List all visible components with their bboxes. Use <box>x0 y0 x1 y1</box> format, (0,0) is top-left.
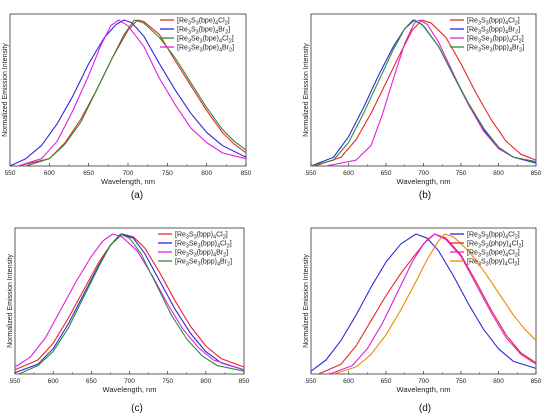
x-tick-label: 850 <box>241 170 252 177</box>
legend-entry: [Re3Se3(bpe)4Cl2] <box>177 36 234 45</box>
x-tick-label: 750 <box>456 378 467 385</box>
panel-label: (d) <box>419 403 431 414</box>
x-tick-label: 800 <box>201 170 212 177</box>
legend-entry: [Re3Se3(bpe)4Br2] <box>177 45 234 54</box>
chart-panel-2: 550 600 650 700 750 800 850 Wavelength, nm Norma… <box>303 13 542 201</box>
x-axis-label: Wavelength, nm <box>397 177 451 186</box>
series-line <box>25 19 247 167</box>
x-tick-label: 750 <box>162 378 173 385</box>
legend-entry: [Re3S3(bpe)4Cl2] <box>467 250 520 259</box>
panel-label: (a) <box>131 190 143 201</box>
series-line <box>329 233 537 375</box>
series-line <box>333 233 537 375</box>
series-line <box>9 19 247 167</box>
x-tick-label: 700 <box>124 378 135 385</box>
legend-entry: [Re3S3(bpy)4Cl2] <box>467 259 519 268</box>
series-line <box>310 19 537 167</box>
x-tick-label: 550 <box>10 378 21 385</box>
legend-entry: [Re3S3(bpe)4Br2] <box>177 27 230 36</box>
legend-entry: [Re3S3(bpe)4Cl2] <box>177 18 230 27</box>
x-tick-label: 700 <box>123 170 134 177</box>
x-tick-label: 850 <box>531 378 542 385</box>
x-tick-label: 600 <box>44 170 55 177</box>
legend-entry: [Re3Se3(bpp)4Cl2] <box>175 241 232 250</box>
x-tick-label: 550 <box>306 378 317 385</box>
series-line <box>17 19 247 167</box>
series-line <box>14 233 245 371</box>
series-line <box>14 233 245 374</box>
x-tick-label: 600 <box>48 378 59 385</box>
x-tick-label: 700 <box>418 170 429 177</box>
chart-panel-1: 550 600 650 700 750 800 850 Wavelength, nm Norma… <box>2 13 252 201</box>
legend-entry: [Re3S3(bpp)4Cl2] <box>467 18 520 27</box>
x-tick-label: 750 <box>456 170 467 177</box>
legend-entry: [Re3S3(bpp)4Br2] <box>467 27 520 36</box>
x-tick-label: 600 <box>343 170 354 177</box>
series-line <box>310 233 537 372</box>
x-tick-label: 550 <box>306 170 317 177</box>
x-tick-label: 650 <box>381 378 392 385</box>
y-axis-label: Normalized Emission Intensity <box>2 43 9 137</box>
y-axis-label: Normalized Emission Intensity <box>303 43 310 137</box>
y-axis-label: Normalized Emission Intensity <box>7 254 14 348</box>
series-line <box>325 19 537 167</box>
legend-entry: [Re3Se3(bpp)4Cl2] <box>467 36 524 45</box>
series-line <box>314 19 537 167</box>
series-line <box>18 233 245 375</box>
legend-entry: [Re3S3(phpy)4Cl2] <box>467 241 523 250</box>
chart-panel-3: 550 600 650 700 750 800 850 Wavelength, nm Norma… <box>7 227 250 414</box>
x-tick-label: 650 <box>83 170 94 177</box>
legend-entry: [Re3Se3(bpp)4Br2] <box>467 45 524 54</box>
legend-entry: [Re3Se3(bpp)4Br2] <box>175 259 232 268</box>
legend-entry: [Re3S3(bpp)4Cl2] <box>467 232 520 241</box>
x-tick-label: 800 <box>493 170 504 177</box>
x-axis-label: Wavelength, nm <box>397 385 451 394</box>
panel-label: (b) <box>419 190 431 201</box>
x-axis-label: Wavelength, nm <box>103 385 157 394</box>
y-axis-label: Normalized Emission Intensity <box>303 254 310 348</box>
x-tick-label: 850 <box>531 170 542 177</box>
x-axis-label: Wavelength, nm <box>101 177 155 186</box>
x-tick-label: 800 <box>493 378 504 385</box>
x-tick-label: 700 <box>418 378 429 385</box>
x-tick-label: 850 <box>239 378 250 385</box>
x-tick-label: 550 <box>5 170 16 177</box>
x-tick-label: 650 <box>381 170 392 177</box>
chart-panel-4: 550 600 650 700 750 800 850 Wavelength, nm Norma… <box>303 227 542 414</box>
x-tick-label: 650 <box>86 378 97 385</box>
panel-label: (c) <box>131 403 143 414</box>
legend-entry: [Re3S3(bpp)4Br2] <box>175 250 228 259</box>
series-line <box>17 19 247 167</box>
legend-entry: [Re3S3(bpp)4Cl2] <box>175 232 228 241</box>
x-tick-label: 750 <box>162 170 173 177</box>
x-tick-label: 600 <box>343 378 354 385</box>
series-line <box>14 233 245 371</box>
x-tick-label: 800 <box>200 378 211 385</box>
